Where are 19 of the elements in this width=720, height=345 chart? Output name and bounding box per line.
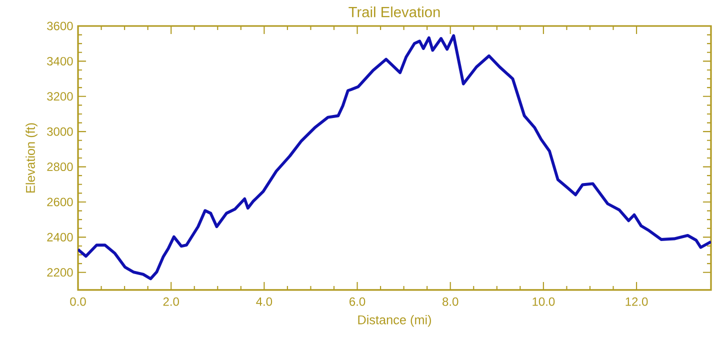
x-tick-label: 0.0 [70,297,86,306]
x-tick-label: 10.0 [532,297,555,306]
x-axis-title: Distance (mi) [358,315,431,327]
x-tick-label: 12.0 [626,297,648,306]
y-tick-label: 3400 [47,56,73,66]
y-axis-title: Elevation (ft) [26,123,38,192]
y-tick-label: 3200 [47,92,73,101]
y-tick-label: 3600 [47,22,73,30]
x-tick-label: 6.0 [350,297,366,306]
y-tick-label: 2200 [47,268,73,277]
y-tick-label: 3000 [47,127,73,136]
chart-title: Trail Elevation [348,6,440,18]
y-tick-label: 2800 [47,162,73,172]
line-series [78,34,711,280]
y-tick-label: 2400 [47,232,73,242]
x-tick-label: 8.0 [442,297,458,306]
y-tick-label: 2600 [47,198,73,206]
x-tick-label: 2.0 [163,297,179,306]
x-tick-label: 4.0 [256,297,272,306]
